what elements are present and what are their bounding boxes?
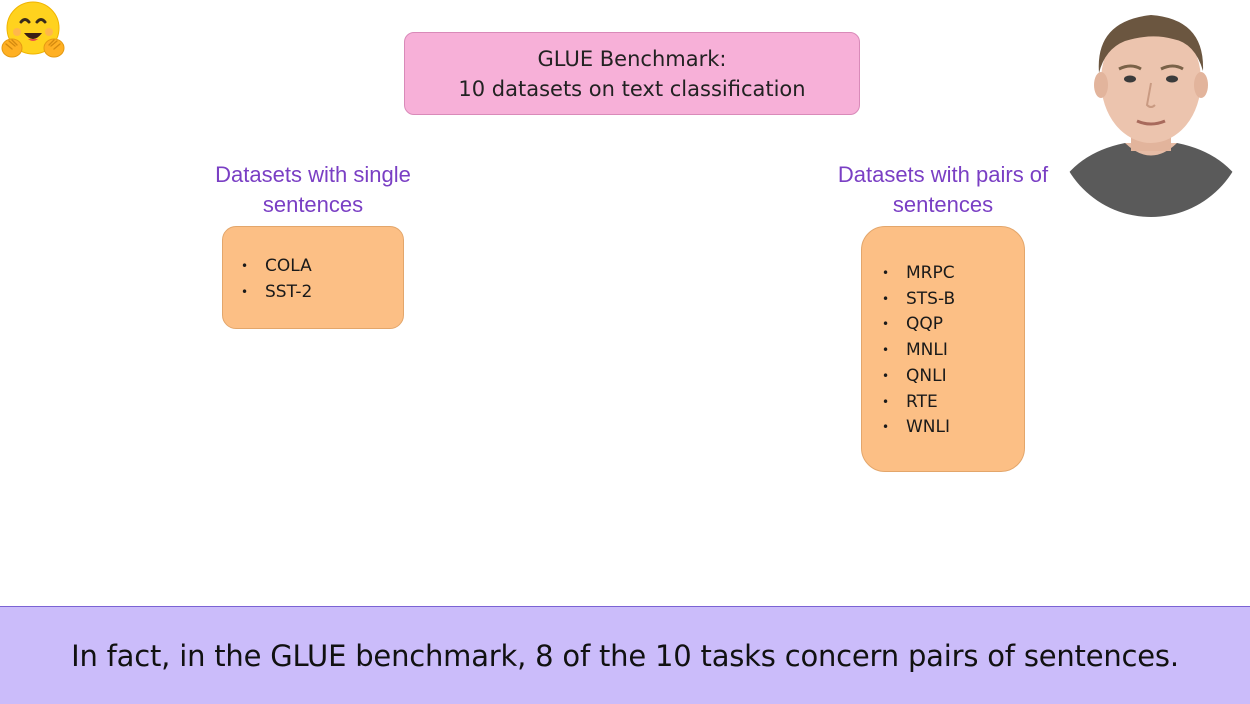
pairs-heading-line-1: Datasets with pairs of bbox=[837, 162, 1049, 187]
title-box: GLUE Benchmark: 10 datasets on text clas… bbox=[404, 32, 860, 115]
pairs-sentences-heading: Datasets with pairs of sentences bbox=[816, 160, 1070, 220]
dataset-name: WNLI bbox=[906, 417, 951, 438]
hugging-face-logo-icon bbox=[0, 0, 68, 64]
dataset-name: QQP bbox=[906, 314, 944, 335]
presenter-portrait-icon bbox=[1055, 3, 1247, 217]
subtitle-text: In fact, in the GLUE benchmark, 8 of the… bbox=[71, 638, 1179, 673]
bullet-icon: • bbox=[882, 317, 890, 332]
single-heading-line-1: Datasets with single bbox=[215, 162, 411, 187]
bullet-icon: • bbox=[882, 420, 890, 435]
subtitle-bar: In fact, in the GLUE benchmark, 8 of the… bbox=[0, 606, 1250, 704]
bullet-icon: • bbox=[882, 394, 890, 409]
bullet-icon: • bbox=[882, 368, 890, 383]
bullet-icon: • bbox=[882, 266, 890, 280]
pairs-sentences-list: • MRPC • STS-B • QQP • MNLI • QNLI • RTE • WNLI bbox=[882, 261, 955, 441]
title-line-1: GLUE Benchmark: bbox=[537, 46, 727, 71]
list-item: • STS-B bbox=[882, 287, 955, 313]
presenter-webcam bbox=[1055, 3, 1247, 217]
list-item: • WNLI bbox=[882, 415, 955, 441]
single-heading-line-2: sentences bbox=[262, 192, 364, 217]
bullet-icon: • bbox=[882, 343, 890, 358]
list-item: • QNLI bbox=[882, 364, 955, 390]
pairs-heading-line-2: sentences bbox=[892, 192, 994, 217]
list-item: • SST-2 bbox=[241, 280, 312, 306]
dataset-name: SST-2 bbox=[265, 281, 313, 302]
list-item: • COLA bbox=[241, 254, 312, 280]
single-sentences-list: • COLA • SST-2 bbox=[241, 254, 312, 305]
title-line-2: 10 datasets on text classification bbox=[458, 76, 806, 101]
dataset-name: MNLI bbox=[906, 340, 948, 361]
dataset-name: STS-B bbox=[906, 288, 956, 309]
pairs-sentences-list-box: • MRPC • STS-B • QQP • MNLI • QNLI • RTE • WNLI bbox=[861, 226, 1025, 472]
dataset-name: MRPC bbox=[906, 263, 955, 283]
bullet-icon: • bbox=[241, 259, 249, 273]
bullet-icon: • bbox=[882, 291, 890, 306]
dataset-name: COLA bbox=[265, 256, 312, 276]
list-item: • QQP bbox=[882, 312, 955, 338]
single-sentences-list-box: • COLA • SST-2 bbox=[222, 226, 404, 329]
dataset-name: RTE bbox=[906, 391, 938, 412]
list-item: • MRPC bbox=[882, 261, 955, 287]
list-item: • MNLI bbox=[882, 338, 955, 364]
bullet-icon: • bbox=[241, 284, 249, 299]
single-sentences-heading: Datasets with single sentences bbox=[194, 160, 432, 220]
dataset-name: QNLI bbox=[906, 365, 947, 386]
list-item: • RTE bbox=[882, 390, 955, 416]
